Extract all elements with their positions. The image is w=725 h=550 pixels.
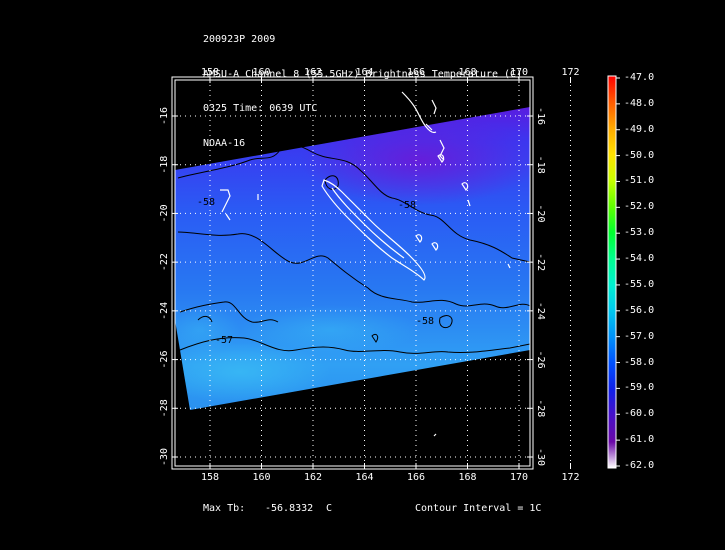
lat-tick-left: -30 bbox=[159, 448, 170, 466]
max-tb-value: -56.8332 bbox=[265, 503, 314, 514]
colorbar-label: -49.0 bbox=[624, 123, 655, 135]
lat-tick-right: -28 bbox=[535, 399, 546, 417]
coastlines bbox=[220, 91, 511, 437]
lon-tick-top: 164 bbox=[355, 67, 373, 78]
lat-tick-right: -26 bbox=[535, 351, 546, 369]
lat-tick-left: -28 bbox=[159, 399, 170, 417]
colorbar-label: -52.0 bbox=[624, 201, 655, 213]
colorbar-label: -57.0 bbox=[624, 330, 655, 342]
contour-labels: -58 -58 -58 -57 bbox=[197, 197, 434, 346]
plot-frame bbox=[171, 76, 534, 470]
colorbar-label: -59.0 bbox=[624, 382, 655, 394]
header-block: 200923P 2009 AMSU-A Channel 8 (55.5GHz) … bbox=[203, 11, 522, 161]
lat-tick-right: -20 bbox=[535, 204, 546, 222]
lon-tick-bottom: 166 bbox=[407, 472, 425, 483]
contour-label: -58 bbox=[197, 197, 215, 208]
lon-tick-top: 170 bbox=[510, 67, 528, 78]
lat-tick-right: -24 bbox=[535, 302, 546, 320]
lat-tick-right: -16 bbox=[535, 107, 546, 125]
lon-tick-top: 172 bbox=[561, 67, 579, 78]
lon-tick-bottom: 170 bbox=[510, 472, 528, 483]
lon-tick-top: 162 bbox=[304, 67, 322, 78]
colorbar-label: -51.0 bbox=[624, 175, 655, 187]
lat-tick-right: -22 bbox=[535, 253, 546, 271]
lat-tick-left: -24 bbox=[159, 302, 170, 320]
colorbar-label: -48.0 bbox=[624, 97, 655, 109]
product-title: AMSU-A Channel 8 (55.5GHz) Brightness Te… bbox=[203, 68, 523, 80]
lat-tick-right: -30 bbox=[535, 448, 546, 466]
lon-tick-top: 160 bbox=[252, 67, 270, 78]
contour-label: -57 bbox=[215, 335, 233, 346]
colorbar bbox=[607, 75, 620, 469]
lon-tick-top: 158 bbox=[201, 67, 219, 78]
colorbar-label: -56.0 bbox=[624, 304, 655, 316]
colorbar-label: -55.0 bbox=[624, 278, 655, 290]
lon-tick-bottom: 158 bbox=[201, 472, 219, 483]
lon-tick-bottom: 164 bbox=[355, 472, 373, 483]
colorbar-label: -60.0 bbox=[624, 408, 655, 420]
lat-tick-left: -26 bbox=[159, 351, 170, 369]
lat-tick-left: -18 bbox=[159, 156, 170, 174]
colorbar-label: -58.0 bbox=[624, 356, 655, 368]
colorbar-label: -61.0 bbox=[624, 434, 655, 446]
lat-tick-right: -18 bbox=[535, 156, 546, 174]
temperature-contours bbox=[177, 144, 531, 354]
lat-tick-left: -20 bbox=[159, 204, 170, 222]
lat-tick-left: -16 bbox=[159, 107, 170, 125]
data-swath bbox=[175, 107, 530, 410]
colorbar-label: -54.0 bbox=[624, 253, 655, 265]
new-caledonia-coast bbox=[321, 179, 426, 281]
axis-ticks: 158 158 160 160 162 162 164 164 166 166 168 168 170 1… bbox=[159, 67, 580, 483]
time-line: 0325 Time: 0639 UTC bbox=[203, 103, 318, 114]
lon-tick-bottom: 162 bbox=[304, 472, 322, 483]
lon-tick-top: 166 bbox=[407, 67, 425, 78]
lat-lon-grid bbox=[175, 80, 571, 466]
contour-label: -58 bbox=[416, 316, 434, 327]
colorbar-label: -53.0 bbox=[624, 227, 655, 239]
satellite-name: NOAA-16 bbox=[203, 137, 246, 149]
storm-id-year: 200923P 2009 bbox=[203, 34, 276, 45]
colorbar-label: -62.0 bbox=[624, 460, 655, 471]
lon-tick-bottom: 172 bbox=[561, 472, 579, 483]
max-tb-unit: C bbox=[326, 503, 333, 514]
vanuatu-coast bbox=[401, 91, 445, 161]
colorbar-label: -47.0 bbox=[624, 72, 655, 83]
max-tb-label: Max Tb: bbox=[203, 503, 246, 514]
lon-tick-top: 168 bbox=[458, 67, 476, 78]
lon-tick-bottom: 160 bbox=[252, 472, 270, 483]
colorbar-ramp bbox=[607, 75, 617, 469]
contour-label: -58 bbox=[398, 200, 416, 211]
lat-tick-left: -22 bbox=[159, 253, 170, 271]
contour-interval: Contour Interval = 1C bbox=[415, 503, 542, 514]
lon-tick-bottom: 168 bbox=[458, 472, 476, 483]
colorbar-label: -50.0 bbox=[624, 149, 655, 161]
